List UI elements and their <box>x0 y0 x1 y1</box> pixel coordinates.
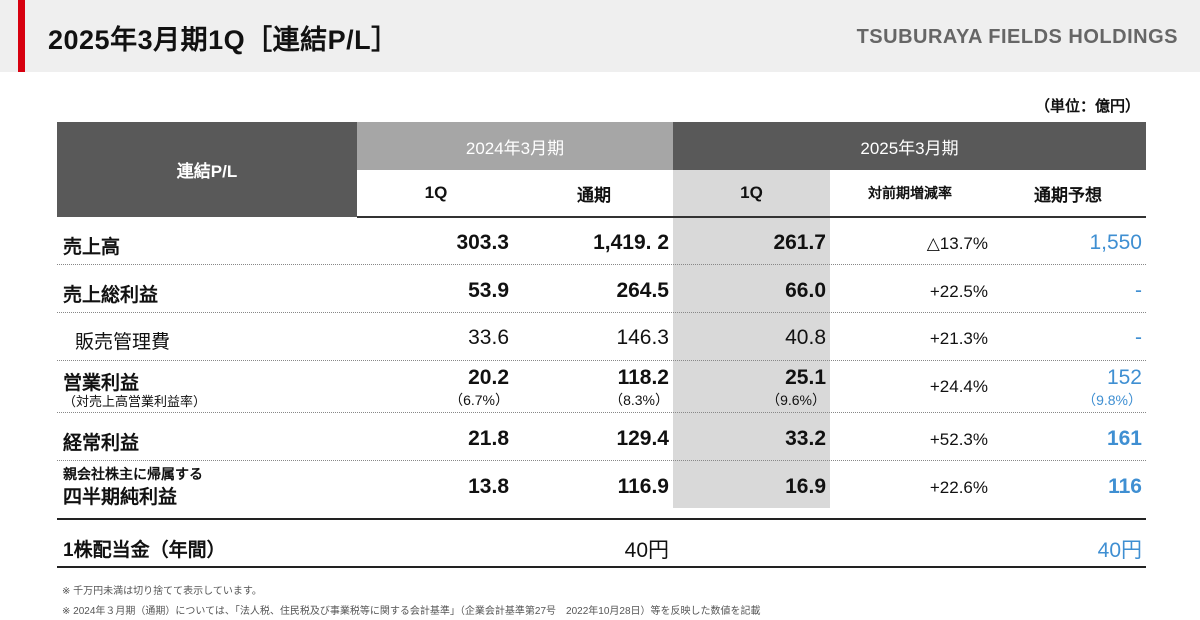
cell-dividend-full-2024: 40円 <box>624 539 669 562</box>
footnote: ※ 千万円未満は切り捨てて表示しています。 <box>62 586 262 597</box>
cell-sga-q1-2025: 40.8 <box>785 326 826 349</box>
cell-sga-full-2024: 146.3 <box>616 326 669 349</box>
cell-ordinary-q1-2025: 33.2 <box>785 427 826 450</box>
row-separator <box>57 360 1146 361</box>
cell-sales-q1-2025: 261.7 <box>773 231 826 254</box>
row-label-ordinary-profit: 経常利益 <box>63 433 140 454</box>
cell-net-q1-2025: 16.9 <box>785 475 826 498</box>
slide-header: 2025年3月期1Q［連結P/L］ TSUBURAYA FIELDS HOLDI… <box>0 0 1200 72</box>
cell-net-yoy: +22.6% <box>929 478 988 497</box>
cell-operating-q1-2025: 25.1 <box>785 366 826 389</box>
row-label-gross-profit: 売上総利益 <box>63 285 159 306</box>
company-logo-text: TSUBURAYA FIELDS HOLDINGS <box>856 26 1178 48</box>
header-divider <box>357 216 1146 218</box>
table-bottom-rule <box>57 566 1146 568</box>
row-note-operating-margin: （対売上高営業利益率） <box>63 394 207 409</box>
cell-ordinary-yoy: +52.3% <box>929 430 988 449</box>
cell-operating-rate-full-2024: （8.3%） <box>609 392 669 408</box>
row-label-net-profit: 四半期純利益 <box>63 487 178 508</box>
cell-sales-full-2024: 1,419. 2 <box>593 231 669 254</box>
cell-sga-forecast: - <box>1135 326 1142 349</box>
highlight-column-1q-2025 <box>673 170 830 508</box>
row-separator <box>57 412 1146 413</box>
col-header-forecast: 通期予想 <box>1034 185 1102 205</box>
cell-sga-q1-2024: 33.6 <box>468 326 509 349</box>
col-header-yoy: 対前期増減率 <box>868 185 952 201</box>
cell-operating-rate-forecast: （9.8%） <box>1082 392 1142 408</box>
row-separator <box>57 312 1146 313</box>
footnote: ※ 2024年３月期（通期）については、「法人税、住民税及び事業税等に関する会計… <box>62 606 761 617</box>
unit-label: （単位：億円） <box>1034 98 1140 115</box>
cell-net-full-2024: 116.9 <box>617 475 669 498</box>
table-corner-label: 連結P/L <box>57 122 357 217</box>
cell-gross-q1-2025: 66.0 <box>785 279 826 302</box>
cell-ordinary-q1-2024: 21.8 <box>468 427 509 450</box>
cell-gross-forecast: - <box>1135 279 1142 302</box>
cell-dividend-forecast: 40円 <box>1097 539 1142 562</box>
row-label-operating-profit: 営業利益 <box>63 373 140 394</box>
cell-operating-rate-q1-2024: （6.7%） <box>449 392 509 408</box>
cell-ordinary-forecast: 161 <box>1106 427 1142 450</box>
page-title: 2025年3月期1Q［連結P/L］ <box>48 25 399 55</box>
cell-gross-yoy: +22.5% <box>929 282 988 301</box>
row-label-net-profit-prefix: 親会社株主に帰属する <box>63 466 203 482</box>
row-separator <box>57 264 1146 265</box>
cell-operating-forecast: 152 <box>1106 366 1142 389</box>
row-label-dividend: 1株配当金（年間） <box>63 540 226 561</box>
col-header-full-2024: 通期 <box>577 185 611 205</box>
dividend-top-rule <box>57 518 1146 520</box>
row-label-sales: 売上高 <box>63 237 121 258</box>
period-2024-header: 2024年3月期 <box>357 122 673 170</box>
cell-gross-q1-2024: 53.9 <box>468 279 509 302</box>
cell-sales-q1-2024: 303.3 <box>456 231 509 254</box>
row-label-sga: 販売管理費 <box>75 332 171 353</box>
cell-gross-full-2024: 264.5 <box>616 279 669 302</box>
row-separator <box>57 460 1146 461</box>
cell-operating-full-2024: 118.2 <box>617 366 669 389</box>
col-header-1q-2024: 1Q <box>424 183 448 202</box>
cell-operating-yoy: +24.4% <box>929 377 988 396</box>
cell-sga-yoy: +21.3% <box>929 329 988 348</box>
cell-net-q1-2024: 13.8 <box>468 475 509 498</box>
cell-ordinary-full-2024: 129.4 <box>616 427 669 450</box>
accent-bar <box>18 0 25 72</box>
col-header-1q-2025: 1Q <box>740 183 763 202</box>
period-2025-header: 2025年3月期 <box>673 122 1146 170</box>
cell-operating-q1-2024: 20.2 <box>468 366 509 389</box>
cell-operating-rate-q1-2025: （9.6%） <box>766 392 826 408</box>
cell-sales-yoy: △13.7% <box>926 234 988 253</box>
cell-sales-forecast: 1,550 <box>1089 231 1142 254</box>
cell-net-forecast: 116 <box>1108 475 1142 498</box>
